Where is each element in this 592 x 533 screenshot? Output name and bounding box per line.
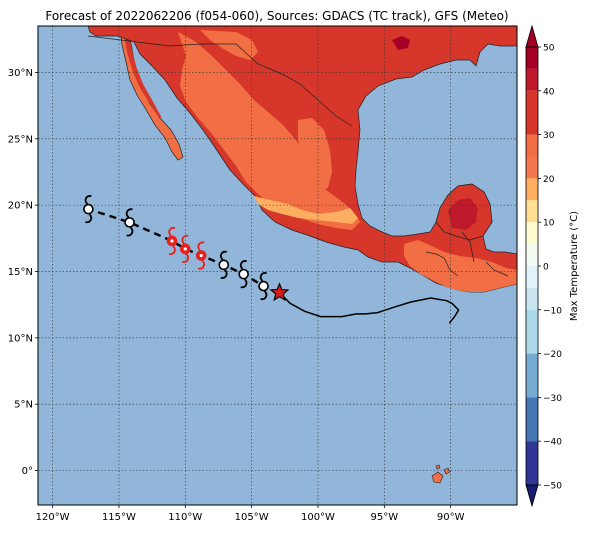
colorbar-bands <box>526 47 538 485</box>
hurricane-symbol <box>195 241 207 270</box>
colorbar-band <box>526 353 538 398</box>
graticule <box>38 26 517 505</box>
colorbar-tick-label: −50 <box>543 482 562 492</box>
lon-label: 105°W <box>235 512 269 523</box>
colorbar-tick-label: 30 <box>543 131 555 141</box>
lat-label: 15°N <box>8 267 33 278</box>
texas-hot-spot <box>392 36 410 50</box>
colorbar-band <box>526 222 538 245</box>
land-layer <box>87 26 517 484</box>
yucatan-extreme-heat <box>448 198 478 230</box>
colorbar-band <box>526 68 538 91</box>
lon-label: 115°W <box>102 512 136 523</box>
latitude-labels: 30°N 25°N 20°N 15°N 10°N 5°N 0° <box>8 68 38 477</box>
past-track-line <box>278 292 460 324</box>
colorbar-band <box>526 156 538 179</box>
hurricane-symbol <box>179 234 191 263</box>
tropical-storm-symbol <box>238 260 249 289</box>
lon-label: 100°W <box>301 512 335 523</box>
lat-label: 0° <box>22 466 33 477</box>
figure-title: Forecast of 2022062206 (f054-060), Sourc… <box>45 9 508 23</box>
colorbar-tick-label: −10 <box>543 306 562 316</box>
colorbar-tick-label: 20 <box>543 175 555 185</box>
lon-label: 110°W <box>168 512 202 523</box>
colorbar-band <box>526 441 538 485</box>
colorbar-tick-label: −20 <box>543 350 562 360</box>
colorbar-ticks: 50 40 30 20 10 0 −10 −20 −30 −40 −50 <box>538 44 562 492</box>
lon-label: 90°W <box>437 512 465 523</box>
tropical-storm-symbol <box>258 272 269 301</box>
national-borders <box>87 35 509 277</box>
lon-label: 95°W <box>371 512 399 523</box>
northern-highlands <box>200 30 258 60</box>
colorbar-tick-label: −30 <box>543 394 562 404</box>
high-plateau <box>254 196 358 224</box>
lat-label: 5°N <box>14 400 33 411</box>
colorbar-max-arrow <box>525 24 539 48</box>
colorbar-min-arrow <box>525 484 539 508</box>
colorbar-band <box>526 178 538 201</box>
tropical-storm-symbol <box>218 250 230 279</box>
lat-label: 20°N <box>8 201 33 212</box>
lat-label: 10°N <box>8 333 33 344</box>
colorbar-label: Max Temperature (°C) <box>569 211 580 321</box>
colorbar: 50 40 30 20 10 0 −10 −20 −30 −40 −50 Max Temperatu… <box>525 24 580 508</box>
colorbar-tick-label: −40 <box>543 438 562 448</box>
cyclone-track <box>83 195 460 324</box>
longitude-labels: 120°W 115°W 110°W 105°W 100°W 95°W 90°W <box>36 505 465 523</box>
sierra-madre-oriental <box>298 118 332 190</box>
colorbar-band <box>526 47 538 69</box>
current-position-star <box>269 282 290 302</box>
hurricane-symbol <box>166 226 178 255</box>
colorbar-band <box>526 266 538 288</box>
colorbar-band <box>526 90 538 135</box>
lon-label: 120°W <box>36 512 70 523</box>
colorbar-band <box>526 287 538 310</box>
tropical-storm-symbol <box>83 195 94 224</box>
colorbar-band <box>526 309 538 354</box>
colorbar-band <box>526 134 538 157</box>
colorbar-tick-label: 10 <box>543 219 555 229</box>
colorbar-band <box>526 200 538 223</box>
lat-label: 30°N <box>8 68 33 79</box>
map-panel <box>37 25 518 506</box>
southern-islands <box>431 464 451 484</box>
colorbar-tick-label: 0 <box>543 263 549 273</box>
lat-label: 25°N <box>8 134 33 145</box>
colorbar-tick-label: 40 <box>543 87 555 97</box>
tropical-storm-symbol <box>124 208 135 237</box>
colorbar-band <box>526 244 538 266</box>
map-frame <box>37 25 518 506</box>
colorbar-band <box>526 397 538 442</box>
colorbar-tick-label: 50 <box>543 44 555 54</box>
